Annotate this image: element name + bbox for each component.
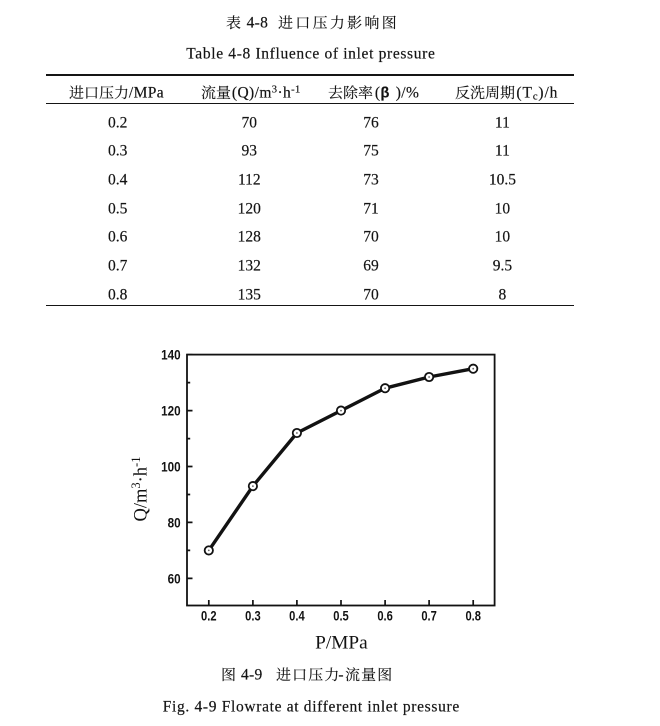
svg-text:60: 60 <box>168 570 181 586</box>
svg-text:Q/m3·h-1: Q/m3·h-1 <box>129 457 152 522</box>
svg-text:0.4: 0.4 <box>289 608 305 624</box>
svg-text:0.6: 0.6 <box>377 608 393 624</box>
svg-text:120: 120 <box>161 403 181 419</box>
svg-text:0.3: 0.3 <box>245 608 261 624</box>
svg-text:0.8: 0.8 <box>465 608 481 624</box>
svg-text:100: 100 <box>161 459 181 475</box>
svg-text:P/MPa: P/MPa <box>315 633 368 654</box>
svg-text:0.2: 0.2 <box>201 608 217 624</box>
svg-text:0.5: 0.5 <box>333 608 349 624</box>
svg-text:140: 140 <box>161 347 181 363</box>
svg-text:0.7: 0.7 <box>421 608 437 624</box>
svg-text:80: 80 <box>168 514 181 530</box>
